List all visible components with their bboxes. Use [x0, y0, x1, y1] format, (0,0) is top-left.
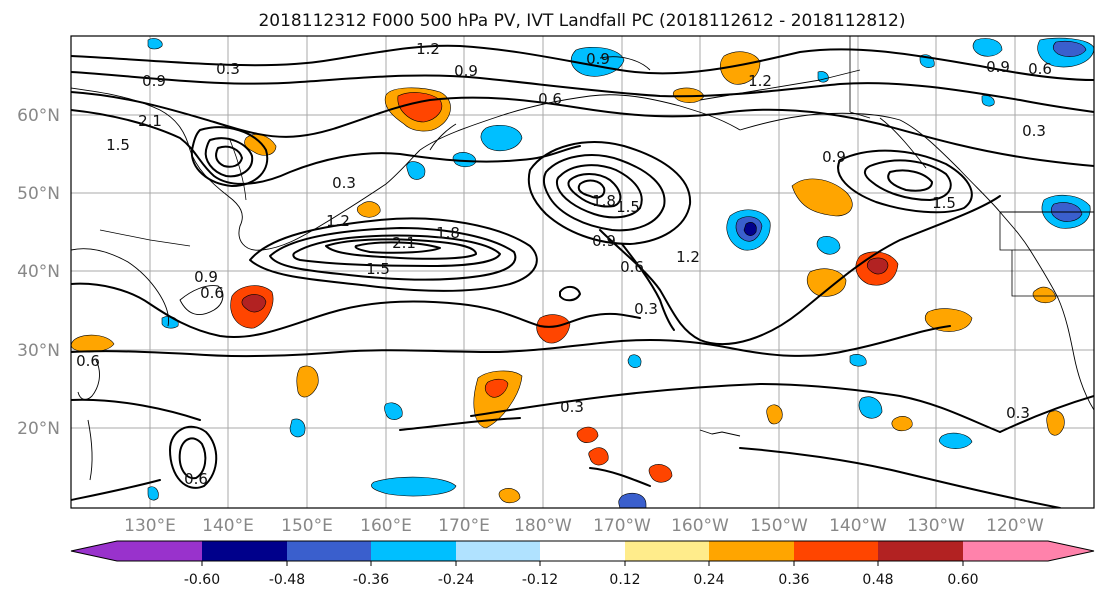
- lon-label: 150°W: [750, 516, 808, 536]
- map-title: 2018112312 F000 500 hPa PV, IVT Landfall…: [258, 11, 905, 31]
- lon-label: 120°W: [986, 516, 1044, 536]
- colorbar-tick-label: -0.60: [184, 572, 220, 588]
- colorbar-segment: [456, 541, 540, 561]
- colorbar-segment: [540, 541, 625, 561]
- lon-label: 130°E: [124, 516, 176, 536]
- contour-label: 1.5: [616, 198, 640, 216]
- colorbar-tick-label: -0.12: [522, 572, 558, 588]
- lat-label: 30°N: [17, 341, 60, 361]
- contour-label: 0.6: [184, 470, 208, 488]
- colorbar-tick-label: 0.48: [862, 572, 893, 588]
- lon-label: 140°W: [829, 516, 887, 536]
- contour-label: 2.1: [392, 234, 416, 252]
- colorbar-tick-label: 0.60: [947, 572, 978, 588]
- contour-label: 0.9: [986, 58, 1010, 76]
- colorbar-outline: [70, 540, 1095, 562]
- colorbar-tick-label: 0.24: [693, 572, 724, 588]
- lat-label: 20°N: [17, 419, 60, 439]
- longitude-labels: 130°E 140°E 150°E 160°E 170°E 180°W 170°…: [124, 516, 1044, 536]
- contour-label: 0.6: [76, 352, 100, 370]
- colorbar-segment: [371, 541, 456, 561]
- contour-label: 1.2: [748, 72, 772, 90]
- pv-contours: [71, 44, 1094, 508]
- lon-label: 140°E: [202, 516, 254, 536]
- contour-label: 0.3: [634, 300, 658, 318]
- contour-label: 0.9: [454, 62, 478, 80]
- colorbar-tick-label: -0.36: [353, 572, 389, 588]
- lon-label: 150°E: [281, 516, 333, 536]
- contour-label: 1.8: [592, 192, 616, 210]
- latitude-labels: 60°N 50°N 40°N 30°N 20°N: [17, 106, 60, 439]
- colorbar-segment: [963, 541, 1094, 561]
- colorbar-tick-label: 0.36: [778, 572, 809, 588]
- colorbar-segment: [878, 541, 963, 561]
- lon-label: 180°W: [514, 516, 572, 536]
- map-frame: [70, 35, 1095, 509]
- contour-label: 1.2: [326, 212, 350, 230]
- contour-label: 0.6: [1028, 60, 1052, 78]
- colorbar-segment: [71, 541, 202, 561]
- colorbar-segment: [794, 541, 878, 561]
- contour-label: 1.5: [106, 136, 130, 154]
- contour-label: 0.3: [1006, 404, 1030, 422]
- colorbar-segment: [625, 541, 709, 561]
- contour-label: 0.9: [586, 50, 610, 68]
- lat-label: 40°N: [17, 262, 60, 282]
- contour-label: 1.5: [366, 260, 390, 278]
- contour-label: 0.3: [1022, 122, 1046, 140]
- contour-label: 0.3: [216, 60, 240, 78]
- colorbar-tick-label: -0.24: [438, 572, 474, 588]
- contour-label: 0.3: [332, 174, 356, 192]
- lon-label: 170°W: [593, 516, 651, 536]
- contour-label: 2.1: [138, 112, 162, 130]
- contour-labels: 0.3 0.9 1.2 0.9 0.6 1.2 0.9 0.6 0.9 2.1 …: [76, 40, 1052, 488]
- contour-label: 0.3: [560, 398, 584, 416]
- lon-label: 160°W: [671, 516, 729, 536]
- contour-label: 0.9: [194, 268, 218, 286]
- contour-label: 0.9: [592, 232, 616, 250]
- colorbar-segment: [287, 541, 371, 561]
- colorbar-segment: [202, 541, 287, 561]
- colorbar: -0.60 -0.48 -0.36 -0.24 -0.12 0.12 0.24 …: [70, 540, 1095, 588]
- contour-label: 1.8: [436, 224, 460, 242]
- contour-label: 1.2: [416, 40, 440, 58]
- lon-label: 170°E: [438, 516, 490, 536]
- lon-label: 160°E: [360, 516, 412, 536]
- ivt-shading: [71, 37, 1094, 508]
- contour-label: 0.9: [142, 72, 166, 90]
- contour-label: 0.6: [538, 90, 562, 108]
- lat-label: 50°N: [17, 184, 60, 204]
- contour-label: 0.6: [200, 284, 224, 302]
- lon-label: 130°W: [907, 516, 965, 536]
- contour-label: 0.9: [822, 148, 846, 166]
- colorbar-tick-label: -0.48: [269, 572, 305, 588]
- contour-label: 0.6: [620, 258, 644, 276]
- contour-label: 1.5: [932, 194, 956, 212]
- contour-label: 1.2: [676, 248, 700, 266]
- colorbar-tick-label: 0.12: [609, 572, 640, 588]
- lat-label: 60°N: [17, 106, 60, 126]
- colorbar-segment: [709, 541, 794, 561]
